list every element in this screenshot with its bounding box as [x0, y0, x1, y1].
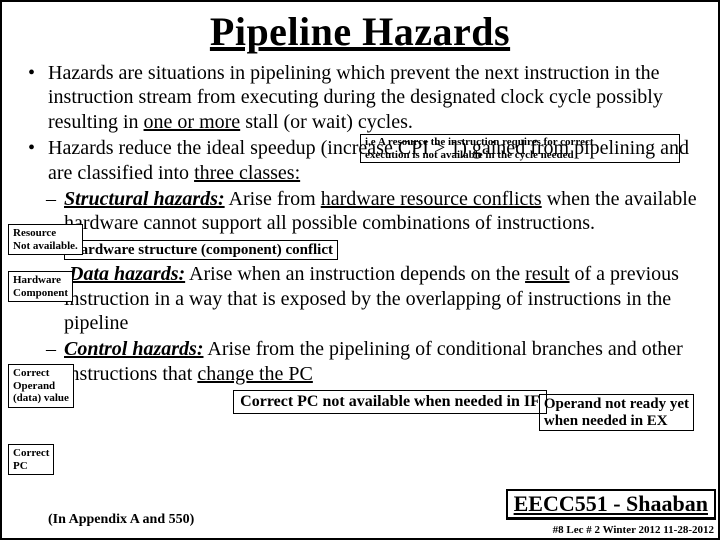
sub-structural: Structural hazards: Arise from hardware … — [20, 187, 700, 260]
sub-data: Data hazards: Arise when an instruction … — [20, 262, 700, 335]
sub3-head: Control hazards: — [64, 338, 204, 360]
tag2-l1: Hardware — [13, 274, 68, 287]
note-correct-pc: Correct PC not available when needed in … — [233, 390, 547, 414]
tag-resource: Resource Not available. — [8, 224, 83, 255]
tag1-l2: Not available. — [13, 240, 78, 253]
bullet-1: Hazards are situations in pipelining whi… — [20, 61, 700, 134]
note2-l2: when needed in EX — [544, 413, 689, 430]
sub3-b: change the PC — [197, 363, 313, 385]
tag2-l2: Component — [13, 287, 68, 300]
b2-text-b: three classes: — [194, 162, 300, 184]
sub2-head: Data hazards: — [69, 263, 185, 285]
sub1-a: Arise from — [225, 188, 321, 210]
sub2-b: result — [525, 263, 569, 285]
b1-text-b: one or more — [144, 111, 241, 133]
sub1-b: hardware resource conflicts — [321, 188, 542, 210]
sub2-a: Arise when an instruction depends on the — [185, 263, 525, 285]
tag4-l1: Correct — [13, 447, 49, 460]
slide-title: Pipeline Hazards — [20, 8, 700, 55]
b1-text-c: stall (or wait) cycles. — [240, 111, 413, 133]
tag-pc: Correct PC — [8, 444, 54, 475]
b2-text-a: Hazards reduce the ideal speedup (increa… — [48, 137, 689, 183]
tag1-l1: Resource — [13, 227, 78, 240]
sub-control: Control hazards: Arise from the pipelini… — [20, 337, 700, 386]
tag-hardware: Hardware Component — [8, 271, 73, 302]
course-brand: EECC551 - Shaaban — [506, 489, 716, 520]
slide-container: Pipeline Hazards Hazards are situations … — [2, 2, 718, 538]
appendix-ref: (In Appendix A and 550) — [48, 512, 194, 528]
bullet-list: Hazards are situations in pipelining whi… — [20, 61, 700, 414]
lecture-meta: #8 Lec # 2 Winter 2012 11-28-2012 — [553, 524, 714, 536]
tag3-l1: Correct — [13, 367, 69, 380]
tag3-l2: Operand — [13, 380, 69, 393]
note2-l1: Operand not ready yet — [544, 396, 689, 413]
tag4-l2: PC — [13, 460, 49, 473]
bullet-2: Hazards reduce the ideal speedup (increa… — [20, 136, 700, 185]
note-operand-not-ready: Operand not ready yet when needed in EX — [539, 394, 694, 431]
note-hw-structure: Hardware structure (component) conflict — [64, 240, 338, 260]
tag-operand: Correct Operand (data) value — [8, 364, 74, 408]
sub1-head: Structural hazards: — [64, 188, 225, 210]
tag3-l3: (data) value — [13, 392, 69, 405]
